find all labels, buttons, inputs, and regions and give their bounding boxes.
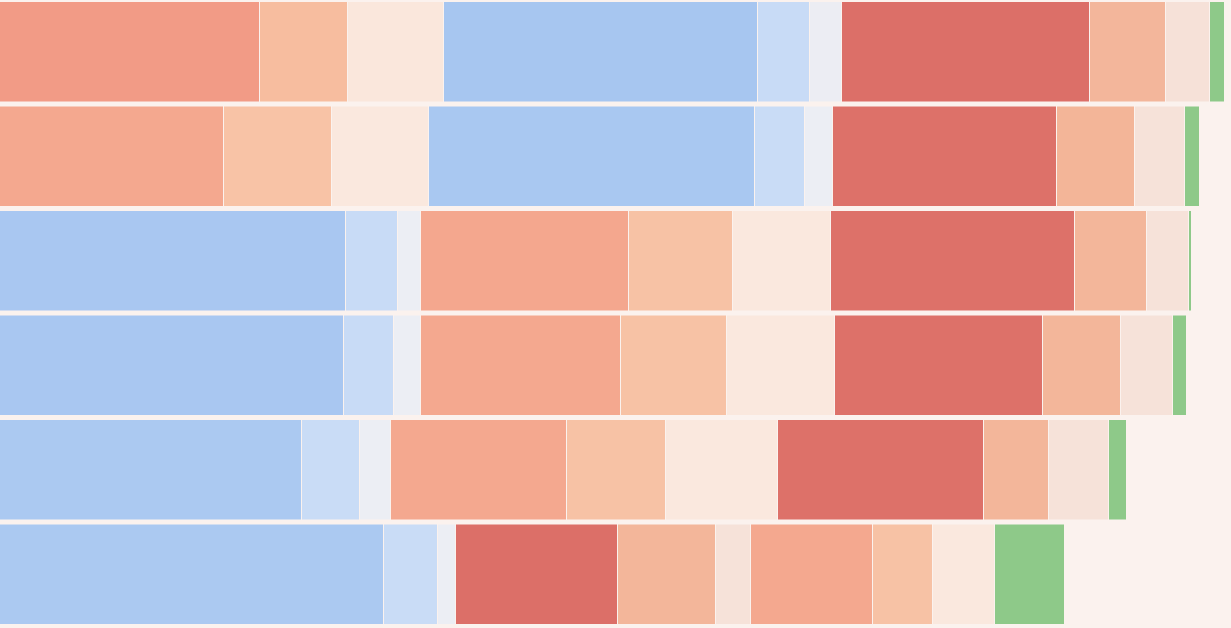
bar-segment-5-6 — [666, 420, 777, 520]
bar-segment-6-6 — [716, 524, 750, 624]
bar-row-6 — [0, 524, 1064, 624]
bar-row-5 — [0, 420, 1126, 520]
bar-segment-3-10 — [1189, 211, 1191, 311]
bar-segment-5-3 — [360, 420, 390, 520]
bar-segment-2-4 — [429, 106, 754, 206]
bar-segment-3-1 — [0, 211, 345, 311]
bar-segment-2-6 — [805, 106, 832, 206]
bar-segment-4-1 — [0, 315, 343, 415]
bar-segment-4-9 — [1121, 315, 1172, 415]
bar-row-4 — [0, 315, 1186, 415]
bar-segment-6-7 — [751, 524, 872, 624]
bar-segment-3-2 — [346, 211, 397, 311]
bar-segment-5-4 — [391, 420, 566, 520]
bar-segment-3-4 — [421, 211, 628, 311]
bar-segment-1-8 — [1090, 2, 1165, 102]
bar-segment-6-5 — [618, 524, 715, 624]
bar-segment-5-7 — [778, 420, 983, 520]
bar-segment-3-3 — [398, 211, 420, 311]
bar-segment-2-8 — [1057, 106, 1134, 206]
bar-segment-6-8 — [873, 524, 932, 624]
bar-segment-4-3 — [394, 315, 420, 415]
bar-segment-4-7 — [835, 315, 1042, 415]
bar-segment-1-2 — [260, 2, 347, 102]
bar-segment-1-9 — [1166, 2, 1209, 102]
bar-row-3 — [0, 211, 1191, 311]
bar-segment-5-2 — [302, 420, 359, 520]
bar-segment-4-4 — [421, 315, 620, 415]
bar-segment-4-2 — [344, 315, 393, 415]
bar-row-1 — [0, 2, 1224, 102]
bar-segment-4-8 — [1043, 315, 1120, 415]
bar-segment-3-8 — [1075, 211, 1146, 311]
bar-segment-1-6 — [810, 2, 841, 102]
bar-segment-6-2 — [384, 524, 437, 624]
bar-segment-3-7 — [831, 211, 1074, 311]
bar-segment-5-9 — [1049, 420, 1108, 520]
bar-segment-5-1 — [0, 420, 301, 520]
bar-segment-4-10 — [1173, 315, 1186, 415]
bar-segment-2-10 — [1185, 106, 1199, 206]
bar-segment-2-7 — [833, 106, 1056, 206]
bar-segment-3-5 — [629, 211, 732, 311]
bar-segment-6-9 — [933, 524, 994, 624]
bar-segment-2-1 — [0, 106, 223, 206]
bar-segment-2-3 — [332, 106, 428, 206]
bar-segment-4-6 — [727, 315, 834, 415]
bar-segment-2-5 — [755, 106, 804, 206]
bar-row-2 — [0, 106, 1199, 206]
bar-segment-1-3 — [348, 2, 443, 102]
bar-segment-5-10 — [1109, 420, 1126, 520]
bar-segment-6-3 — [438, 524, 455, 624]
bar-segment-1-7 — [842, 2, 1089, 102]
bar-segment-1-5 — [758, 2, 809, 102]
bar-segment-3-6 — [733, 211, 830, 311]
bar-segment-5-5 — [567, 420, 665, 520]
bar-segment-2-9 — [1135, 106, 1184, 206]
bar-segment-1-1 — [0, 2, 259, 102]
bar-segment-2-2 — [224, 106, 331, 206]
bar-segment-1-4 — [444, 2, 757, 102]
bar-segment-6-10 — [995, 524, 1064, 624]
bar-segment-4-5 — [621, 315, 726, 415]
bar-segment-5-8 — [984, 420, 1048, 520]
bar-segment-6-1 — [0, 524, 383, 624]
bar-segment-3-9 — [1147, 211, 1188, 311]
bar-segment-1-10 — [1210, 2, 1224, 102]
bar-segment-6-4 — [456, 524, 617, 624]
